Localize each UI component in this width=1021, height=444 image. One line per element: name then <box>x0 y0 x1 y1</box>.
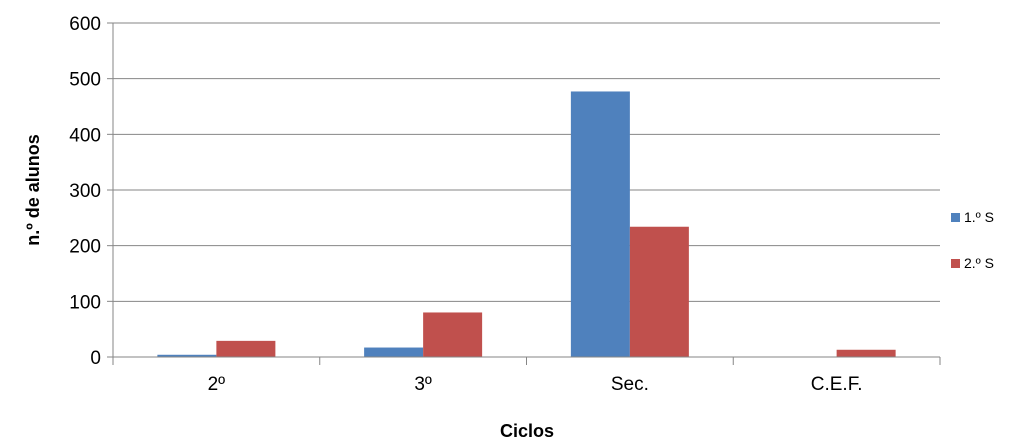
y-tick-label: 500 <box>69 70 101 91</box>
x-tick-label: 2º <box>208 374 226 395</box>
y-tick-label: 600 <box>69 14 101 35</box>
y-tick-labels: 0 100 200 300 400 500 600 <box>69 14 101 369</box>
bar-2-1 <box>216 340 276 357</box>
bars <box>157 91 896 357</box>
x-tick-label: C.E.F. <box>811 374 863 395</box>
legend-swatch-1 <box>951 213 960 222</box>
bar-1-1 <box>157 354 217 357</box>
bar-1-2 <box>364 347 424 357</box>
y-tick-label: 200 <box>69 237 101 258</box>
legend-label-2: 2.º S <box>964 255 994 271</box>
x-tick-labels: 2º 3º Sec. C.E.F. <box>208 374 863 395</box>
y-tick-label: 400 <box>69 125 101 146</box>
bar-2-3 <box>629 226 689 357</box>
y-tick-label: 100 <box>69 292 101 313</box>
bar-2-2 <box>423 312 483 357</box>
legend: 1.º S 2.º S <box>951 209 994 271</box>
gridlines <box>113 22 940 302</box>
y-tick-label: 0 <box>90 348 101 369</box>
x-tick-label: Sec. <box>611 374 649 395</box>
legend-label-1: 1.º S <box>964 209 994 225</box>
x-tick-label: 3º <box>414 374 432 395</box>
axes <box>107 22 941 365</box>
y-tick-label: 300 <box>69 181 101 202</box>
legend-swatch-2 <box>951 259 960 268</box>
x-axis-title: Ciclos <box>500 421 554 441</box>
bar-1-3 <box>570 91 630 357</box>
y-axis-title: n.º de alunos <box>23 134 43 246</box>
bar-2-4 <box>836 349 896 357</box>
